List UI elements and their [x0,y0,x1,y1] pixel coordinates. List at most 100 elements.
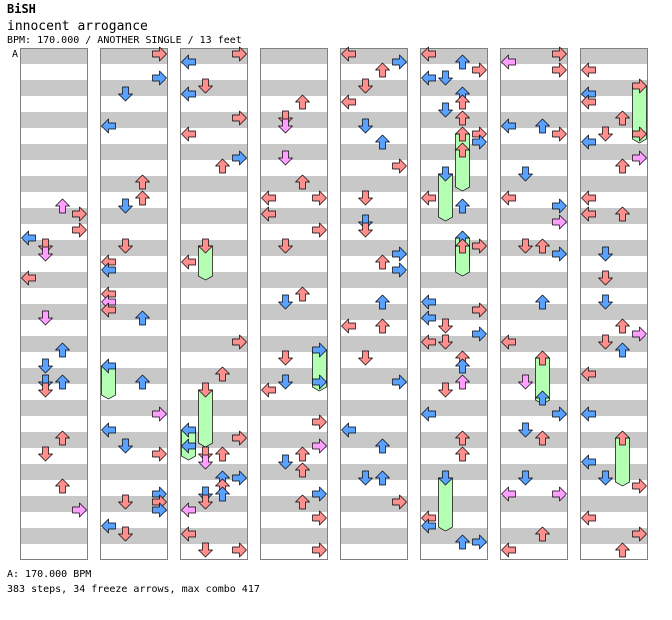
arrow-left [261,206,276,222]
arrow-left [21,270,36,286]
beat-band [580,400,648,416]
beat-band [20,176,88,192]
arrow-up [135,174,150,190]
beat-band [420,112,488,128]
arrow-right [312,542,327,558]
beat-band [420,80,488,96]
beat-band [420,496,488,512]
column-border [420,48,488,560]
beat-band [260,272,328,288]
arrow-down [518,238,533,254]
column-border [500,48,568,560]
chart-column [20,48,88,560]
arrow-up [455,126,470,142]
beat-band [340,112,408,128]
beat-band [180,496,248,512]
arrow-up [375,438,390,454]
arrow-right [232,430,247,446]
arrow-down [518,422,533,438]
beat-band [340,144,408,160]
beat-band [260,400,328,416]
arrow-down [278,110,293,126]
arrow-left [181,526,196,542]
beat-band [180,272,248,288]
beat-band [100,80,168,96]
beat-band [420,368,488,384]
beat-band [500,336,568,352]
arrow-right [392,246,407,262]
beat-band [20,432,88,448]
beat-band [500,464,568,480]
beat-band [260,368,328,384]
song-title: innocent arrogance [7,19,148,34]
arrow-right [152,70,167,86]
arrow-left [181,422,196,438]
beat-band [500,112,568,128]
arrow-right [632,78,647,94]
beat-band [180,368,248,384]
beat-band [20,368,88,384]
beat-band [20,400,88,416]
arrow-left [581,190,596,206]
arrow-up [535,294,550,310]
arrow-down [438,70,453,86]
chart-summary: 383 steps, 34 freeze arrows, max combo 4… [7,584,260,595]
arrow-down [518,374,533,390]
arrow-left [501,54,516,70]
beat-band [420,336,488,352]
arrow-right [72,502,87,518]
arrow-down [118,238,133,254]
artist-name: BiSH [7,2,36,16]
beat-band [580,464,648,480]
arrow-down [278,454,293,470]
arrow-down [358,78,373,94]
arrow-right [632,326,647,342]
beat-band [180,464,248,480]
arrow-up [535,390,550,406]
arrow-right [472,302,487,318]
arrow-right [152,502,167,518]
beat-band [20,80,88,96]
arrow-up [375,254,390,270]
arrow-up [615,318,630,334]
beat-band [340,496,408,512]
beat-band [100,464,168,480]
arrow-left [581,366,596,382]
beat-band [500,80,568,96]
arrow-down [38,382,53,398]
beat-band [260,208,328,224]
arrow-down [198,238,213,254]
arrow-right [552,406,567,422]
beat-band [100,496,168,512]
arrow-up [615,110,630,126]
arrow-up [55,478,70,494]
arrow-up [215,158,230,174]
beat-band [180,528,248,544]
beat-band [180,208,248,224]
beat-band [20,112,88,128]
arrow-right [552,198,567,214]
arrow-left [421,70,436,86]
arrow-left [421,190,436,206]
beat-band [260,464,328,480]
beat-band [340,80,408,96]
beat-band [420,240,488,256]
beat-band [180,336,248,352]
beat-band [340,368,408,384]
arrow-down [38,238,53,254]
arrow-down [198,78,213,94]
arrow-right [232,470,247,486]
beat-band [420,272,488,288]
beat-band [340,240,408,256]
column-border [180,48,248,560]
chart-column [500,46,568,560]
beat-band [20,144,88,160]
beat-band [500,272,568,288]
bpm-marker: A [12,49,18,60]
beat-band [420,48,488,64]
arrow-left [341,318,356,334]
arrow-up [55,198,70,214]
arrow-left [181,502,196,518]
arrow-down [198,542,213,558]
beat-band [500,304,568,320]
